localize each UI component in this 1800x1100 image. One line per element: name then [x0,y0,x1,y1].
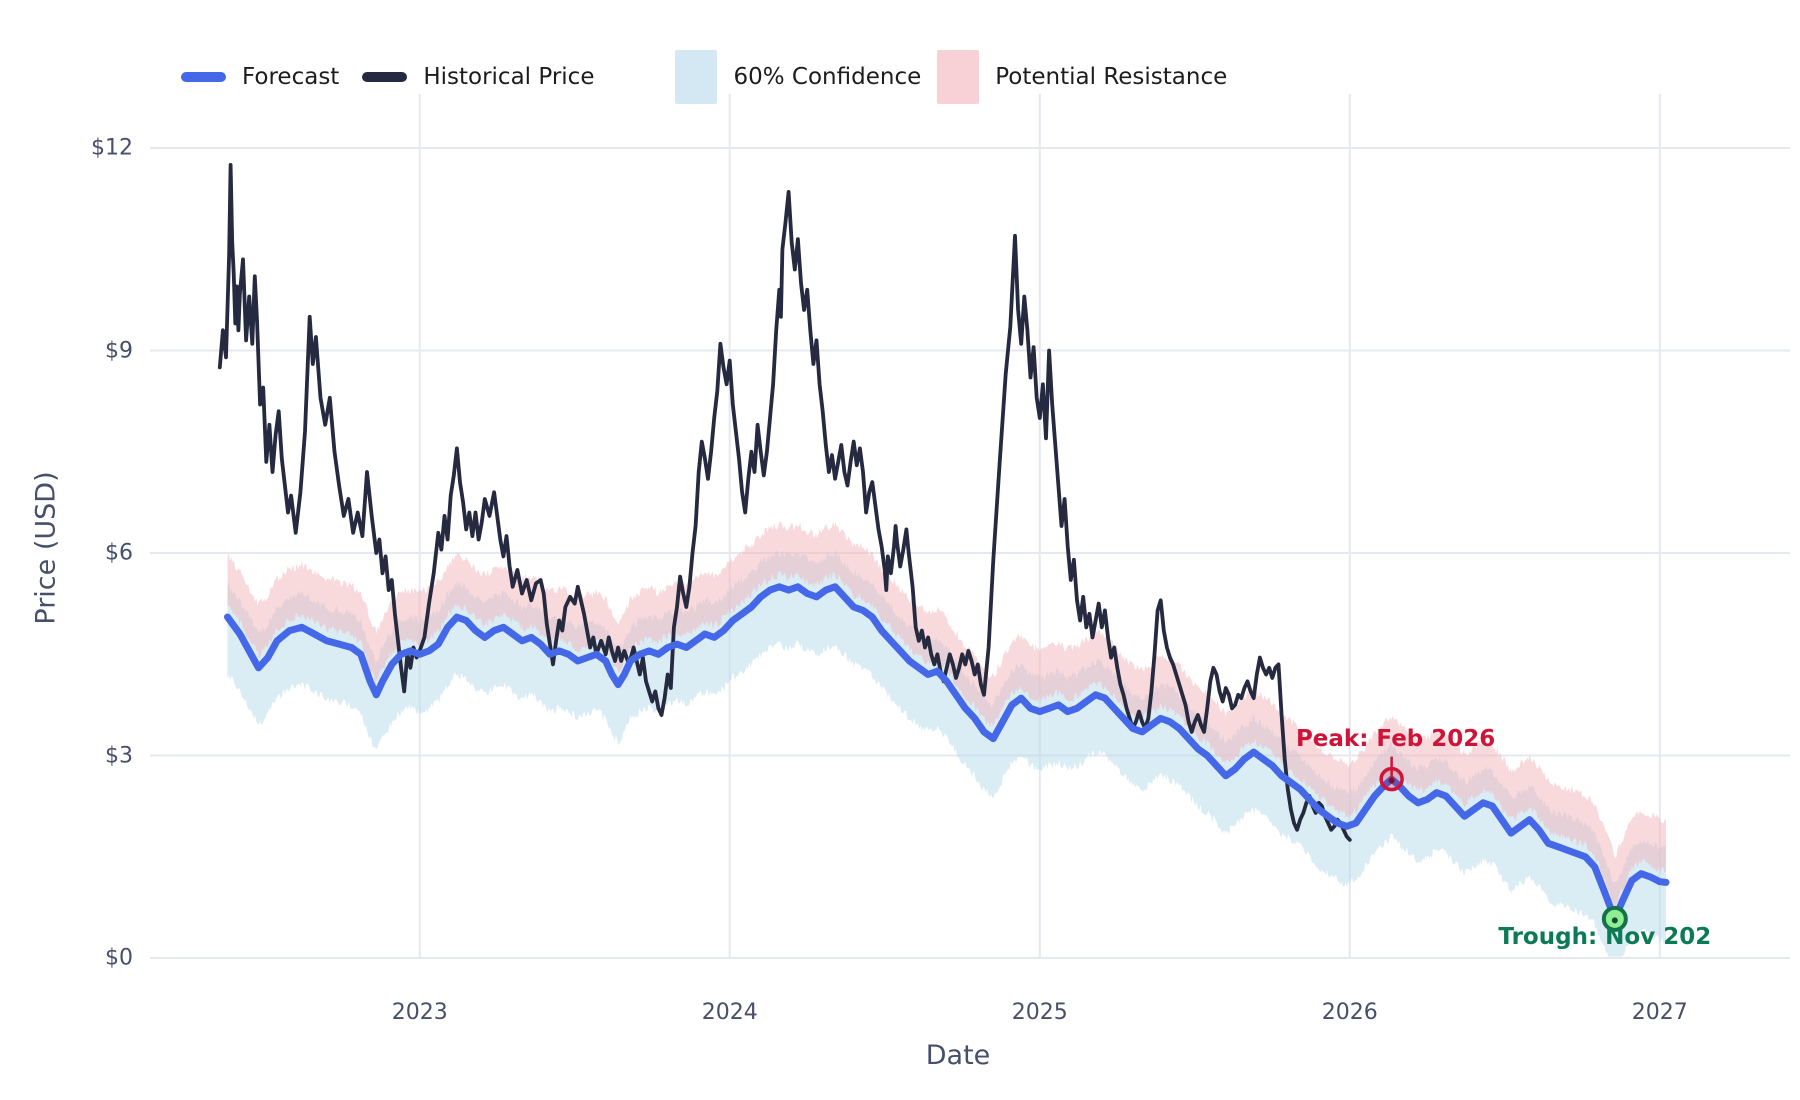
legend-item-potential-resistance[interactable]: Potential Resistance [937,50,1227,104]
legend-item-label: Potential Resistance [995,64,1228,90]
legend-swatch-icon [362,72,408,82]
legend-item-historical-price[interactable]: Historical Price [362,64,594,90]
legend: Forecast Historical Price 60% Confidence Po… [181,46,1227,108]
legend-item-forecast[interactable]: Forecast [181,64,339,90]
potential-resistance-band [227,521,1666,908]
legend-item-label: Forecast [242,64,340,90]
legend-item-60-confidence[interactable]: 60% Confidence [675,50,921,104]
legend-item-label: 60% Confidence [733,64,922,90]
legend-swatch-icon [675,50,718,104]
annotation-marker-dot [1388,777,1395,784]
legend-item-label: Historical Price [423,64,595,90]
annotation-marker-dot [1611,917,1618,924]
legend-swatch-icon [181,72,226,82]
forecast-line [224,583,1670,923]
60-confidence-band [227,549,1666,957]
legend-swatch-icon [937,50,980,104]
